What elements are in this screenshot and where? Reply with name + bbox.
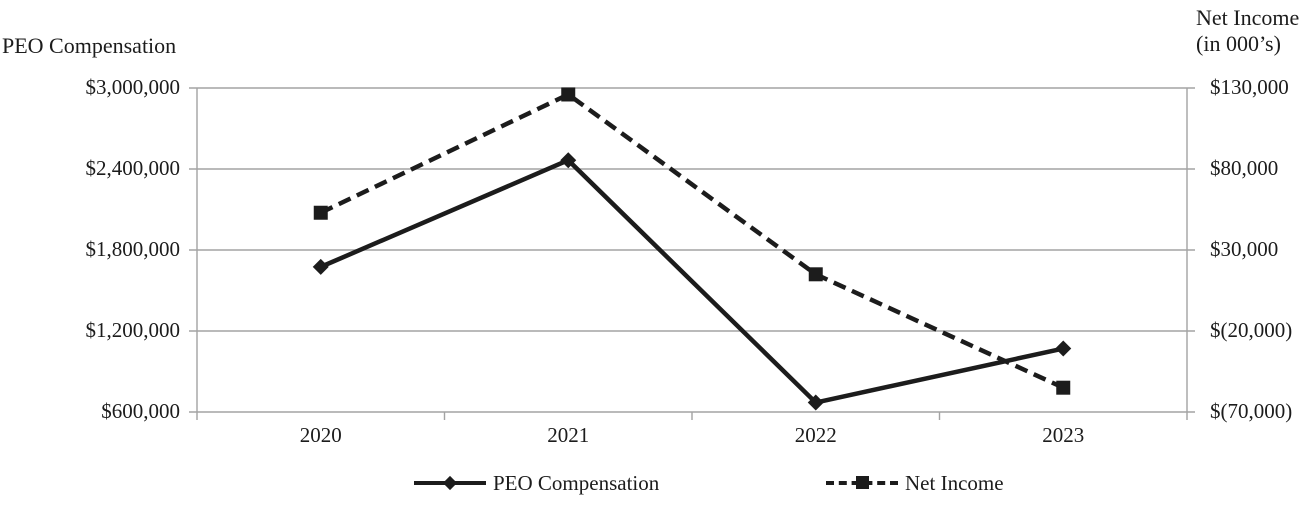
x-axis-label: 2020: [299, 423, 342, 447]
right-axis-tick-label: $130,000: [1210, 75, 1289, 99]
diamond-marker-icon: [312, 258, 329, 275]
x-axis-label: 2023: [1042, 423, 1085, 447]
right-axis-title-line2: (in 000’s): [1196, 31, 1281, 56]
left-axis-tick-label: $600,000: [101, 399, 180, 423]
right-axis-tick-label: $80,000: [1210, 156, 1279, 180]
legend-label-net-income: Net Income: [905, 471, 1004, 495]
legend-sample-dashed-line: [826, 470, 898, 496]
x-axis-label: 2022: [794, 423, 837, 447]
legend-label-peo-compensation: PEO Compensation: [493, 471, 660, 495]
diamond-marker-icon: [560, 152, 577, 169]
left-axis-tick-label: $3,000,000: [85, 75, 181, 99]
right-axis-tick-label: $30,000: [1210, 237, 1279, 261]
legend-item-net-income: Net Income: [826, 470, 1004, 496]
square-marker-icon: [856, 476, 869, 489]
left-axis-tick-label: $1,200,000: [85, 318, 181, 342]
diamond-marker-icon: [1055, 340, 1072, 357]
square-marker-icon: [1056, 380, 1071, 395]
diamond-marker-icon: [807, 394, 824, 411]
left-axis-tick-label: $1,800,000: [85, 237, 181, 261]
diamond-marker-icon: [442, 475, 458, 491]
legend-sample-solid-line: [414, 470, 486, 496]
right-axis-title-line1: Net Income: [1196, 5, 1300, 30]
right-axis-tick-label: $(20,000): [1210, 318, 1293, 342]
square-marker-icon: [313, 205, 328, 220]
left-axis-title: PEO Compensation: [2, 33, 177, 58]
series-line-peo-compensation: [319, 157, 1064, 406]
left-axis-tick-label: $2,400,000: [85, 156, 181, 180]
square-marker-icon: [808, 267, 823, 282]
x-axis-label: 2021: [547, 423, 590, 447]
right-axis-title: Net Income (in 000’s): [1196, 5, 1299, 57]
series-line-net-income: [319, 91, 1065, 390]
legend-item-peo-compensation: PEO Compensation: [414, 470, 659, 496]
square-marker-icon: [561, 87, 576, 102]
right-axis-tick-label: $(70,000): [1210, 399, 1293, 423]
